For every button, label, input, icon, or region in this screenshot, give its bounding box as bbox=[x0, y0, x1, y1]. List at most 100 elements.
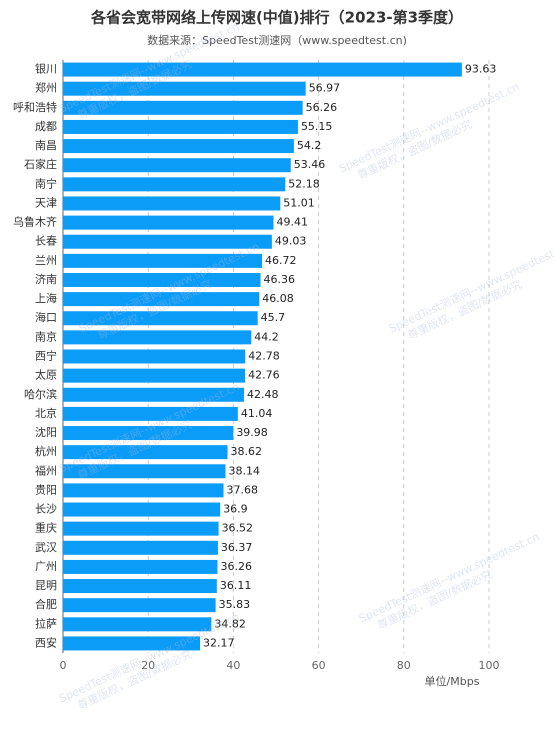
bar bbox=[63, 119, 298, 134]
bar bbox=[63, 445, 228, 460]
y-tick-label: 合肥 bbox=[35, 597, 57, 611]
value-label: 37.68 bbox=[227, 483, 258, 496]
x-tick-label: 100 bbox=[479, 659, 500, 672]
y-tick-label: 长沙 bbox=[35, 503, 57, 516]
value-label: 52.18 bbox=[288, 177, 320, 190]
bar bbox=[63, 349, 246, 364]
y-tick-label: 兰州 bbox=[35, 254, 57, 267]
y-tick-label: 天津 bbox=[35, 196, 57, 209]
value-label: 36.37 bbox=[221, 541, 253, 554]
x-tick-label: 60 bbox=[312, 659, 326, 672]
value-label: 42.48 bbox=[247, 388, 278, 401]
y-tick-label: 拉萨 bbox=[35, 616, 57, 630]
y-tick-label: 太原 bbox=[35, 369, 57, 382]
bar bbox=[63, 196, 281, 211]
y-tick-label: 武汉 bbox=[35, 541, 57, 554]
bar bbox=[63, 559, 218, 574]
y-tick-label: 南宁 bbox=[35, 176, 57, 190]
value-label: 46.36 bbox=[263, 273, 295, 286]
value-label: 93.63 bbox=[465, 63, 497, 76]
bar bbox=[63, 426, 234, 441]
watermark: SpeedTest测速网--www.speedtest.cn bbox=[357, 530, 541, 625]
y-tick-label: 沈阳 bbox=[35, 425, 57, 439]
value-label: 45.7 bbox=[261, 311, 286, 324]
value-label: 38.14 bbox=[228, 464, 259, 477]
bar bbox=[63, 292, 260, 307]
bar bbox=[63, 139, 294, 154]
bar bbox=[63, 387, 244, 402]
y-tick-label: 银川 bbox=[35, 62, 57, 76]
bar bbox=[63, 272, 261, 287]
chart-subtitle: 数据来源：SpeedTest测速网（www.speedtest.cn) bbox=[147, 33, 407, 47]
y-tick-label: 西安 bbox=[35, 635, 57, 649]
bar bbox=[63, 540, 218, 555]
y-tick-label: 杭州 bbox=[35, 444, 57, 458]
y-tick-label: 哈尔滨 bbox=[24, 387, 57, 401]
value-label: 36.52 bbox=[222, 522, 254, 535]
chart-title: 各省会宽带网络上传网速(中值)排行（2023-第3季度） bbox=[90, 9, 463, 27]
bar bbox=[63, 62, 462, 77]
value-label: 56.26 bbox=[306, 101, 338, 114]
bar bbox=[63, 521, 219, 536]
bar bbox=[63, 311, 258, 326]
value-label: 53.46 bbox=[294, 158, 326, 171]
bar bbox=[63, 330, 252, 345]
x-tick-label: 20 bbox=[141, 659, 155, 672]
bar bbox=[63, 502, 221, 517]
y-tick-label: 济南 bbox=[35, 272, 57, 286]
y-tick-label: 海口 bbox=[35, 310, 57, 324]
bar bbox=[63, 579, 217, 594]
bar bbox=[63, 406, 238, 421]
x-tick-label: 0 bbox=[60, 659, 67, 672]
y-tick-label: 郑州 bbox=[35, 81, 57, 95]
value-label: 55.15 bbox=[301, 120, 333, 133]
y-tick-label: 贵阳 bbox=[35, 483, 57, 496]
value-label: 36.26 bbox=[220, 560, 252, 573]
watermark: SpeedTest测速网--www.speedtest.cn bbox=[387, 240, 554, 335]
y-tick-label: 重庆 bbox=[35, 521, 57, 535]
y-tick-label: 福州 bbox=[35, 463, 57, 477]
value-label: 38.62 bbox=[231, 445, 262, 458]
value-label: 51.01 bbox=[283, 196, 315, 209]
y-tick-label: 长春 bbox=[35, 235, 57, 248]
x-tick-label: 40 bbox=[226, 659, 240, 672]
y-tick-label: 西宁 bbox=[35, 349, 57, 363]
bar bbox=[63, 234, 272, 249]
value-label: 42.78 bbox=[248, 350, 280, 363]
bar bbox=[63, 368, 246, 383]
value-label: 46.08 bbox=[262, 292, 294, 305]
y-tick-label: 北京 bbox=[35, 406, 57, 420]
value-label: 32.17 bbox=[203, 636, 235, 649]
y-tick-label: 南昌 bbox=[35, 139, 57, 152]
bar bbox=[63, 253, 263, 268]
bar bbox=[63, 81, 306, 96]
value-label: 42.76 bbox=[248, 369, 280, 382]
bar bbox=[63, 177, 286, 192]
bar bbox=[63, 215, 274, 230]
x-axis-label: 单位/Mbps bbox=[425, 674, 480, 688]
value-label: 35.83 bbox=[219, 598, 251, 611]
y-tick-label: 石家庄 bbox=[24, 157, 57, 171]
value-label: 36.9 bbox=[223, 503, 248, 516]
value-label: 56.97 bbox=[309, 82, 341, 95]
value-label: 49.03 bbox=[275, 235, 307, 248]
y-tick-label: 乌鲁木齐 bbox=[13, 215, 57, 229]
y-tick-label: 成都 bbox=[35, 120, 57, 133]
value-label: 54.2 bbox=[297, 139, 322, 152]
value-label: 34.82 bbox=[214, 617, 246, 630]
y-tick-label: 上海 bbox=[35, 291, 57, 305]
watermark: SpeedTest测速网--www.speedtest.cn bbox=[337, 80, 521, 175]
bar bbox=[63, 158, 291, 173]
y-tick-label: 广州 bbox=[35, 560, 57, 573]
bar bbox=[63, 617, 212, 632]
y-tick-label: 南京 bbox=[35, 329, 57, 343]
value-label: 44.2 bbox=[254, 330, 278, 343]
bar bbox=[63, 483, 224, 498]
bar bbox=[63, 636, 201, 651]
y-tick-label: 昆明 bbox=[35, 579, 57, 592]
bar bbox=[63, 464, 226, 479]
bar bbox=[63, 598, 216, 613]
value-label: 46.72 bbox=[265, 254, 297, 267]
bar bbox=[63, 100, 303, 115]
